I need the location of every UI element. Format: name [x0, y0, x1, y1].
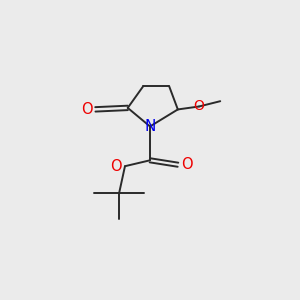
Text: O: O: [182, 157, 193, 172]
Text: O: O: [110, 159, 122, 174]
Text: O: O: [81, 102, 93, 117]
Text: O: O: [194, 100, 205, 113]
Text: N: N: [144, 119, 156, 134]
